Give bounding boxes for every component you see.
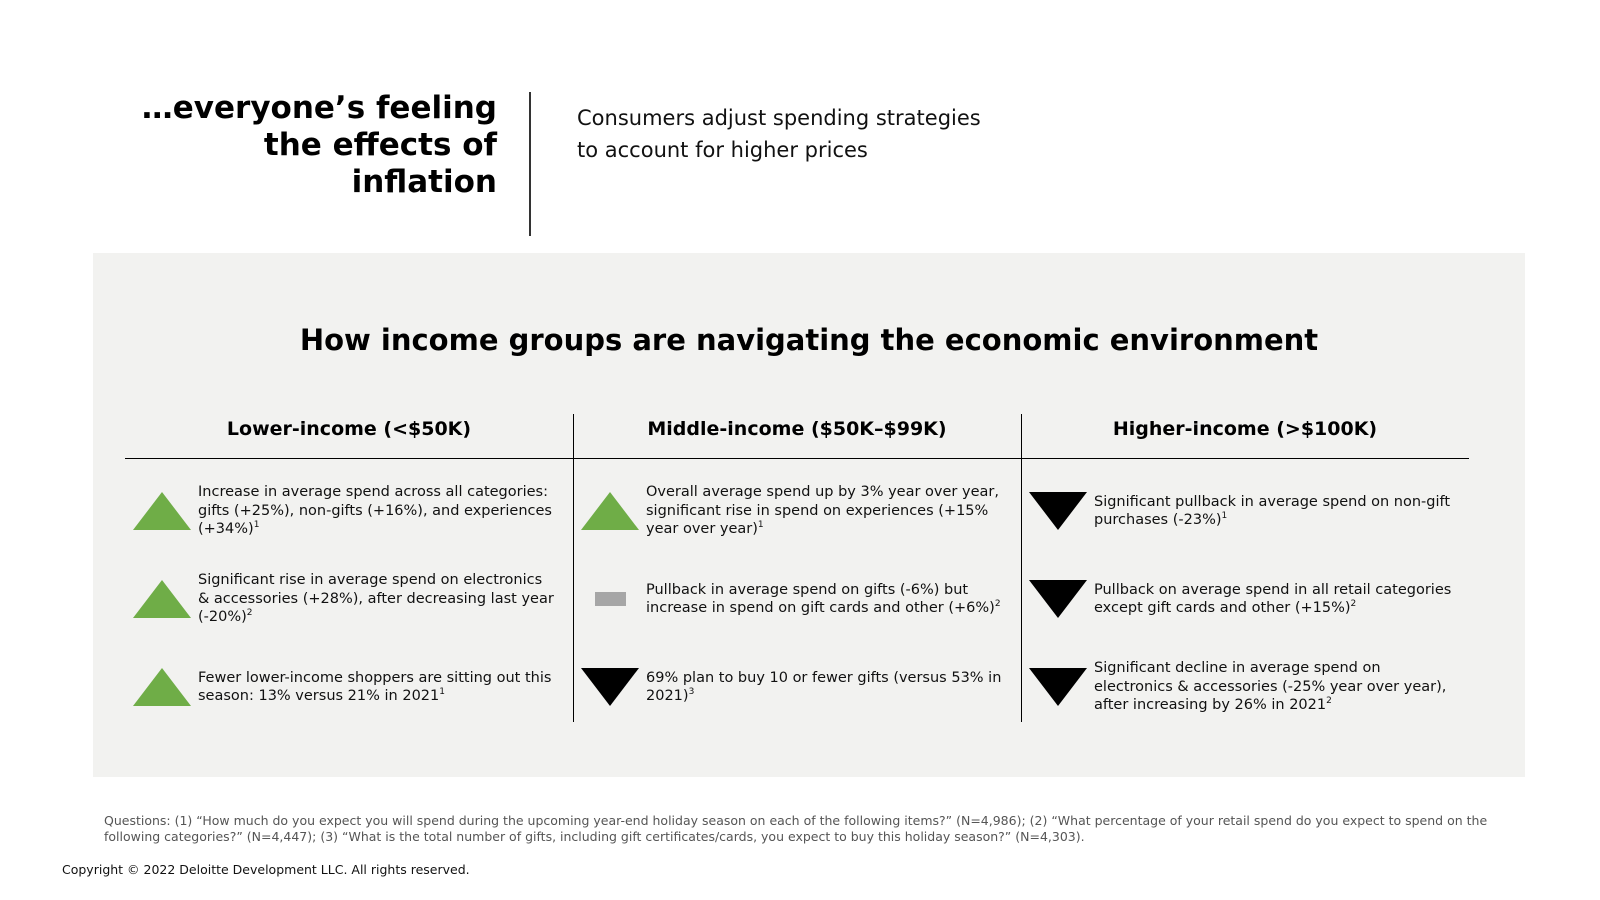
footnote: Questions: (1) “How much do you expect y… <box>104 813 1488 844</box>
footnote-ref: 1 <box>439 687 445 698</box>
footnote-ref: 1 <box>757 520 764 531</box>
icon-shape <box>581 492 639 530</box>
icon-wrap <box>132 666 192 712</box>
subtitle-line: Consumers adjust spending strategies <box>577 106 981 130</box>
item-text: Significant pullback in average spend on… <box>1094 474 1452 548</box>
item-body: 69% plan to buy 10 or fewer gifts (versu… <box>646 669 1004 706</box>
down-arrow-icon <box>581 668 639 706</box>
item-text: 69% plan to buy 10 or fewer gifts (versu… <box>646 650 1004 724</box>
footnote-ref: 1 <box>253 520 260 531</box>
item-text: Fewer lower-income shoppers are sitting … <box>198 650 556 724</box>
title-line: inflation <box>351 164 497 200</box>
flat-icon <box>595 592 626 606</box>
item-text: Significant rise in average spend on ele… <box>198 562 556 636</box>
item-sentence: Overall average spend up by 3% year over… <box>646 484 999 538</box>
icon-shape <box>1029 492 1087 530</box>
column-divider <box>1021 414 1022 722</box>
icon-wrap <box>580 490 640 536</box>
down-arrow-icon <box>1029 492 1087 530</box>
item-body: Fewer lower-income shoppers are sitting … <box>198 669 556 706</box>
icon-shape <box>133 580 191 618</box>
subtitle: Consumers adjust spending strategies to … <box>577 102 981 166</box>
item-sentence: Significant pullback in average spend on… <box>1094 493 1451 529</box>
icon-shape <box>133 492 191 530</box>
slide-title: …everyone’s feeling the effects of infla… <box>60 90 497 201</box>
item-sentence: 69% plan to buy 10 or fewer gifts (versu… <box>646 669 1002 705</box>
footnote-ref: 1 <box>1221 511 1228 522</box>
item-text: Increase in average spend across all cat… <box>198 474 556 548</box>
icon-shape <box>1029 580 1087 618</box>
header-rule <box>125 458 1469 459</box>
title-line: …everyone’s feeling <box>141 90 497 126</box>
icon-wrap <box>132 490 192 536</box>
icon-wrap <box>580 666 640 712</box>
item-body: Overall average spend up by 3% year over… <box>646 483 1004 539</box>
item-sentence: Pullback in average spend on gifts (-6%)… <box>646 581 995 617</box>
item-sentence: Significant decline in average spend on … <box>1094 660 1447 714</box>
item-body: Significant pullback in average spend on… <box>1094 493 1452 530</box>
icon-wrap <box>1028 490 1088 536</box>
down-arrow-icon <box>1029 668 1087 706</box>
icon-wrap <box>132 578 192 624</box>
column-heading: Lower-income (<$50K) <box>226 418 472 440</box>
item-text: Pullback in average spend on gifts (-6%)… <box>646 562 1004 636</box>
item-sentence: Significant rise in average spend on ele… <box>198 572 554 626</box>
copyright: Copyright © 2022 Deloitte Development LL… <box>62 862 470 877</box>
up-arrow-icon <box>133 492 191 530</box>
icon-wrap <box>1028 578 1088 624</box>
item-body: Significant decline in average spend on … <box>1094 659 1452 715</box>
icon-wrap <box>580 578 640 624</box>
title-line: the effects of <box>263 127 497 163</box>
item-sentence: Fewer lower-income shoppers are sitting … <box>198 669 552 705</box>
item-body: Pullback on average spend in all retail … <box>1094 581 1452 618</box>
up-arrow-icon <box>133 668 191 706</box>
footnote-ref: 2 <box>994 599 1001 610</box>
footnote-ref: 3 <box>688 687 695 698</box>
subtitle-line: to account for higher prices <box>577 138 868 162</box>
icon-shape <box>1029 668 1087 706</box>
item-sentence: Increase in average spend across all cat… <box>198 484 552 538</box>
item-body: Increase in average spend across all cat… <box>198 483 556 539</box>
item-text: Pullback on average spend in all retail … <box>1094 562 1452 636</box>
icon-shape <box>595 592 626 606</box>
item-text: Overall average spend up by 3% year over… <box>646 474 1004 548</box>
footnote-ref: 2 <box>1326 696 1332 707</box>
icon-wrap <box>1028 666 1088 712</box>
column-heading: Higher-income (>$100K) <box>1112 418 1378 440</box>
item-body: Significant rise in average spend on ele… <box>198 571 556 627</box>
up-arrow-icon <box>581 492 639 530</box>
item-text: Significant decline in average spend on … <box>1094 650 1452 724</box>
panel-title: How income groups are navigating the eco… <box>299 323 1319 357</box>
icon-shape <box>581 668 639 706</box>
divider <box>529 92 531 236</box>
item-sentence: Pullback on average spend in all retail … <box>1094 581 1452 617</box>
up-arrow-icon <box>133 580 191 618</box>
icon-shape <box>133 668 191 706</box>
footnote-ref: 2 <box>1350 599 1357 610</box>
item-body: Pullback in average spend on gifts (-6%)… <box>646 581 1004 618</box>
panel <box>93 253 1525 777</box>
footnote-ref: 2 <box>246 608 253 619</box>
column-heading: Middle-income ($50K–$99K) <box>647 418 947 440</box>
down-arrow-icon <box>1029 580 1087 618</box>
column-divider <box>573 414 574 722</box>
